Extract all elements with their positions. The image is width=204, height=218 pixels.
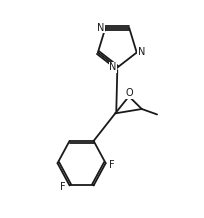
Text: N: N (137, 47, 145, 57)
Text: O: O (126, 88, 134, 98)
Text: N: N (97, 23, 104, 33)
Text: N: N (109, 62, 116, 72)
Text: F: F (109, 160, 115, 170)
Text: F: F (60, 182, 66, 192)
